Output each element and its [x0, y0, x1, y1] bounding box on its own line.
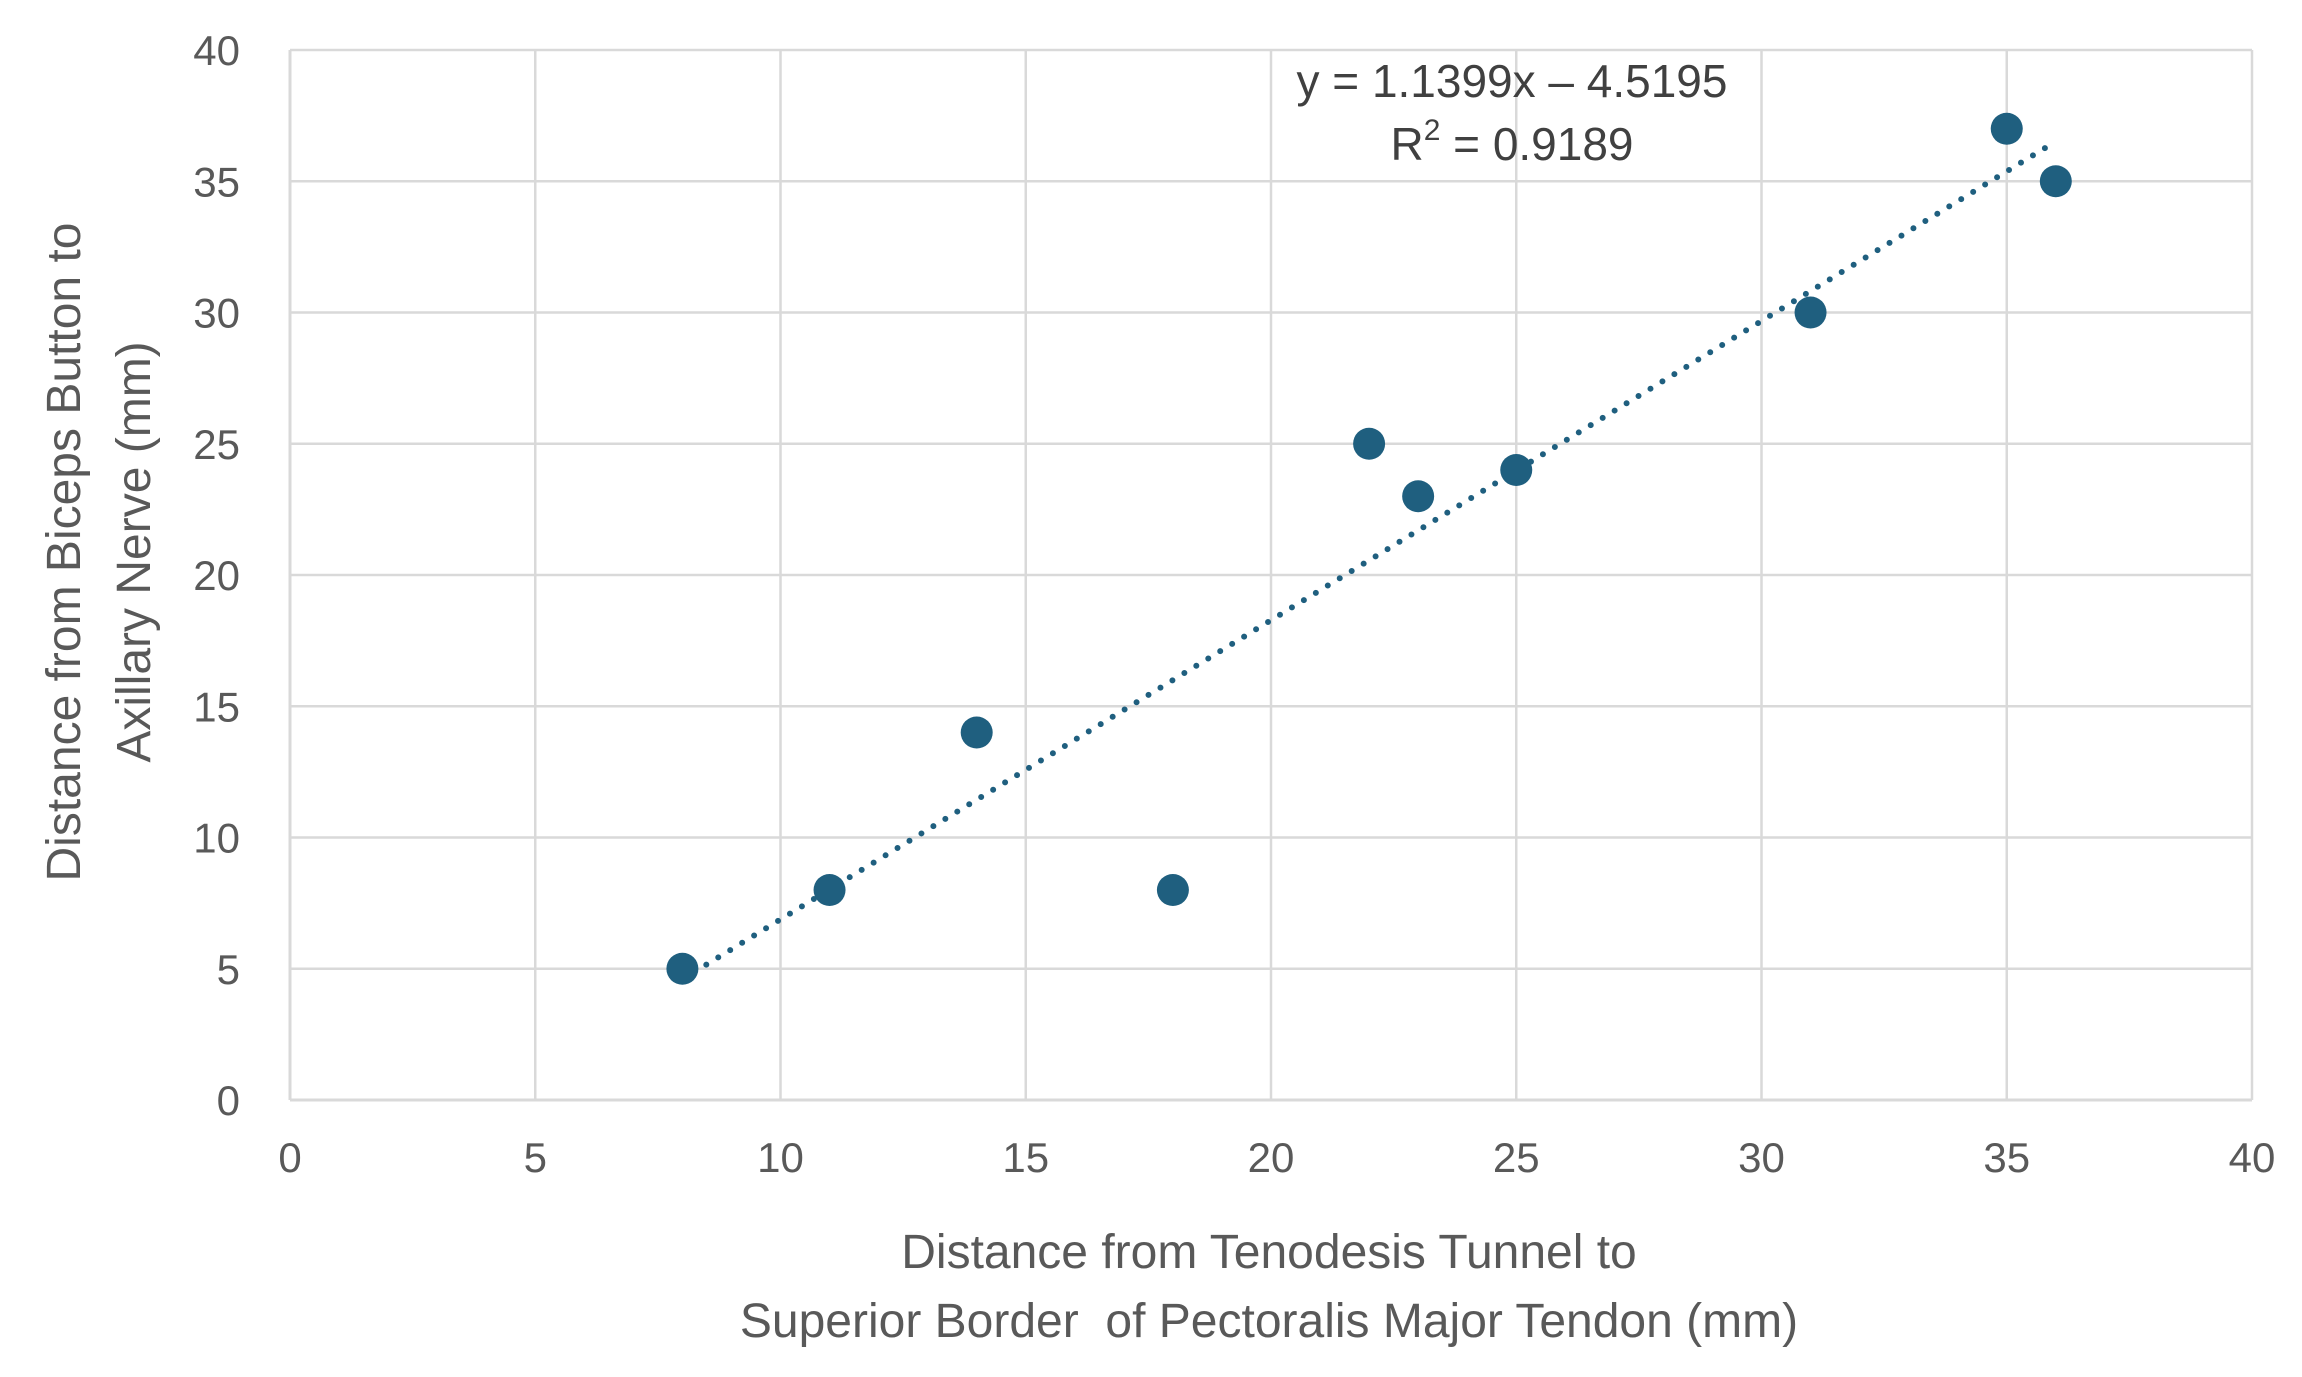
data-point — [813, 874, 846, 906]
data-point — [2039, 165, 2072, 198]
trendline — [679, 138, 2059, 983]
trendline-r-squared: R2 = 0.9189 — [1390, 114, 1633, 170]
y-tick-label: 35 — [193, 158, 240, 205]
y-tick-label: 40 — [193, 27, 240, 74]
y-tick-label: 10 — [193, 815, 240, 862]
y-tick-label: 25 — [193, 421, 240, 468]
x-tick-label: 35 — [1983, 1134, 2030, 1181]
x-tick-label: 40 — [2229, 1134, 2276, 1181]
y-axis-title-line1: Distance from Biceps Button to — [38, 223, 91, 882]
axes — [288, 50, 2252, 1102]
y-axis-title-line2: Axillary Nerve (mm) — [108, 341, 161, 762]
data-point — [1990, 112, 2023, 145]
x-axis-title-line1: Distance from Tenodesis Tunnel to — [901, 1226, 1637, 1279]
tick-labels: 0 5 10 15 20 25 30 35 40 0 5 10 15 20 25 30 35 40 — [193, 27, 2275, 1181]
data-point — [1353, 427, 1386, 460]
grid-lines — [288, 48, 2254, 1102]
x-tick-label: 25 — [1493, 1134, 1540, 1181]
trendline-group — [679, 138, 2059, 983]
x-tick-label: 20 — [1248, 1134, 1295, 1181]
x-tick-label: 15 — [1002, 1134, 1049, 1181]
data-point — [960, 716, 993, 749]
y-tick-label: 0 — [217, 1077, 240, 1124]
r2-value: = 0.9189 — [1440, 118, 1633, 170]
data-point — [1156, 874, 1189, 906]
y-tick-label: 5 — [217, 946, 240, 993]
x-tick-label: 30 — [1738, 1134, 1785, 1181]
y-tick-label: 15 — [193, 683, 240, 730]
data-point — [1500, 454, 1533, 486]
x-tick-label: 10 — [757, 1134, 804, 1181]
r2-superscript: 2 — [1424, 114, 1441, 147]
y-tick-label: 30 — [193, 290, 240, 337]
x-tick-label: 0 — [278, 1134, 301, 1181]
y-tick-label: 20 — [193, 552, 240, 599]
data-point — [1402, 480, 1435, 513]
data-points — [666, 112, 2072, 985]
x-tick-label: 5 — [524, 1134, 547, 1181]
x-axis-title-line2: Superior Border of Pectoralis Major Tend… — [740, 1295, 1798, 1348]
data-point — [1794, 296, 1827, 329]
trendline-equation: y = 1.1399x – 4.5195 — [1297, 55, 1728, 107]
data-point — [666, 952, 699, 985]
y-axis-title: Distance from Biceps Button to Axillary … — [38, 223, 161, 882]
r2-prefix: R — [1390, 118, 1423, 170]
